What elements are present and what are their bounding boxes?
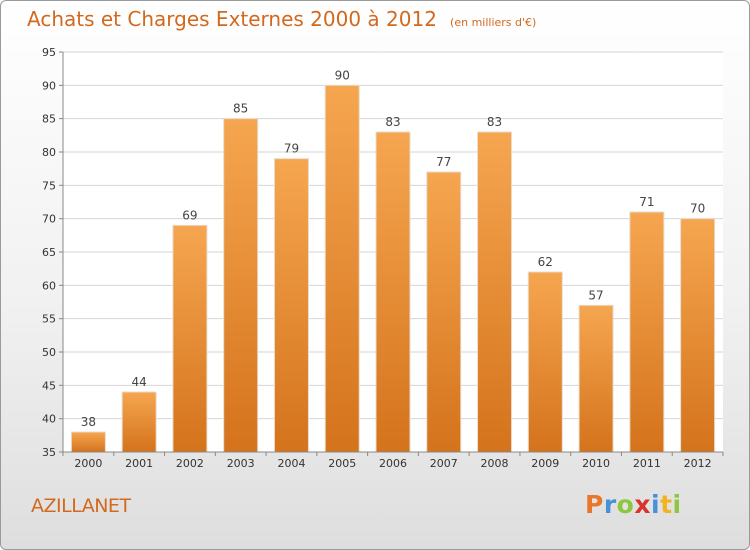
x-tick-label: 2001 <box>125 457 153 470</box>
bar-2005 <box>324 84 360 453</box>
y-tick-label: 80 <box>42 146 56 159</box>
bar-2004 <box>273 158 309 453</box>
x-tick-label: 2011 <box>633 457 661 470</box>
y-tick-label: 35 <box>42 446 56 459</box>
y-tick-label: 85 <box>42 113 56 126</box>
bar-2000 <box>70 431 106 453</box>
bar-2011 <box>629 211 665 453</box>
x-tick-label: 2007 <box>430 457 458 470</box>
y-tick-label: 95 <box>42 46 56 59</box>
bar-value-label: 90 <box>335 68 350 82</box>
brand-letter: P <box>585 490 604 519</box>
x-tick-label: 2002 <box>176 457 204 470</box>
bars <box>70 84 716 453</box>
x-tick-label: 2006 <box>379 457 407 470</box>
bar-value-label: 77 <box>436 155 451 169</box>
x-tick-label: 2003 <box>227 457 255 470</box>
bar-value-label: 57 <box>588 288 603 302</box>
x-tick-label: 2004 <box>277 457 305 470</box>
brand-logo[interactable]: Proxiti <box>585 490 682 519</box>
brand-letter: x <box>634 490 651 519</box>
y-tick-label: 45 <box>42 379 56 392</box>
x-tick-label: 2012 <box>684 457 712 470</box>
y-tick-label: 50 <box>42 346 56 359</box>
bar-value-label: 44 <box>132 375 147 389</box>
x-tick-label: 2009 <box>531 457 559 470</box>
bar-2012 <box>680 218 716 453</box>
y-tick-label: 65 <box>42 246 56 259</box>
bar-value-label: 83 <box>487 115 502 129</box>
chart-subtitle: (en milliers d'€) <box>450 16 537 29</box>
bar-value-label: 71 <box>639 195 654 209</box>
bar-value-label: 62 <box>538 255 553 269</box>
brand-letter: r <box>603 490 617 519</box>
y-tick-label: 40 <box>42 413 56 426</box>
bar-value-label: 69 <box>182 208 197 222</box>
chart-title: Achats et Charges Externes 2000 à 2012 <box>27 7 437 31</box>
labels: 35 40 45 50 55 60 65 70 75 80 85 90 95 38 2000 44 2001 69… <box>42 46 712 470</box>
brand-letter: o <box>616 490 635 519</box>
brand-letter: i <box>651 490 661 519</box>
bar-value-label: 70 <box>690 202 705 216</box>
x-tick-label: 2000 <box>74 457 102 470</box>
bar-2010 <box>578 304 614 453</box>
bar-2007 <box>426 171 462 453</box>
y-tick-label: 90 <box>42 79 56 92</box>
y-tick-label: 70 <box>42 213 56 226</box>
bar-2003 <box>223 118 259 453</box>
chart-title-block: Achats et Charges Externes 2000 à 2012 (… <box>27 7 536 31</box>
x-tick-label: 2008 <box>481 457 509 470</box>
x-tick-label: 2010 <box>582 457 610 470</box>
bar-value-label: 79 <box>284 142 299 156</box>
bar-2006 <box>375 131 411 453</box>
bar-2009 <box>527 271 563 453</box>
bar-value-label: 38 <box>81 415 96 429</box>
x-tick-label: 2005 <box>328 457 356 470</box>
commune-name: AZILLANET <box>31 495 131 517</box>
bar-value-label: 85 <box>233 102 248 116</box>
bar-value-label: 83 <box>385 115 400 129</box>
brand-letter: t <box>660 490 673 519</box>
y-tick-label: 55 <box>42 313 56 326</box>
brand-letter: i <box>672 490 682 519</box>
y-tick-label: 60 <box>42 279 56 292</box>
bar-2001 <box>121 391 157 453</box>
axes <box>59 51 724 456</box>
bar-2002 <box>172 224 208 453</box>
y-tick-label: 75 <box>42 179 56 192</box>
bar-2008 <box>477 131 513 453</box>
